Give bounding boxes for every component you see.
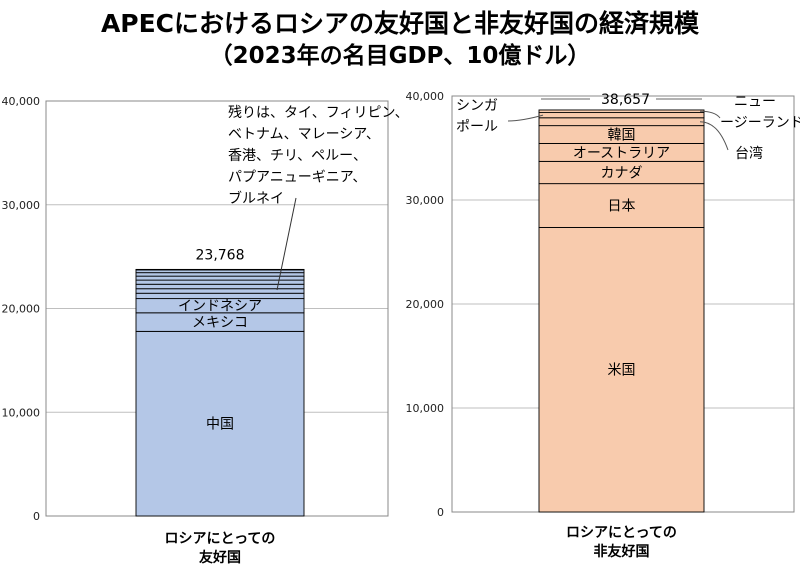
note-text: 香港、チリ、ペルー、 bbox=[228, 148, 367, 164]
x-category-label: 友好国 bbox=[199, 549, 241, 566]
x-category-label: 非友好国 bbox=[594, 543, 650, 560]
y-tick-label: 0 bbox=[33, 510, 40, 523]
callout-line-newzealand bbox=[699, 110, 721, 119]
bar-segment bbox=[135, 283, 305, 290]
x-category-label: ロシアにとっての bbox=[566, 525, 677, 541]
y-tick-label: 30,000 bbox=[2, 199, 41, 212]
callout-line-taiwan bbox=[699, 121, 729, 151]
chart-title: APECにおけるロシアの友好国と非友好国の経済規模 bbox=[100, 9, 700, 38]
note-text: ブルネイ bbox=[228, 190, 284, 207]
y-tick-label: 40,000 bbox=[2, 95, 41, 108]
callout-newzealand: ージーランド bbox=[720, 115, 800, 131]
note-text: 残りは、タイ、フィリピン、 bbox=[228, 105, 409, 121]
bar-segment bbox=[135, 272, 305, 277]
bar-segment bbox=[538, 109, 705, 114]
bar-segment bbox=[538, 112, 705, 119]
segment-label: オーストラリア bbox=[573, 145, 670, 161]
segment-label: 中国 bbox=[206, 417, 234, 433]
segment-label: 日本 bbox=[608, 199, 636, 215]
bar-segment bbox=[135, 330, 305, 517]
note-text: パプアニューギニア、 bbox=[228, 170, 366, 186]
segment-label: 韓国 bbox=[608, 128, 636, 144]
y-tick-label: 30,000 bbox=[406, 194, 445, 207]
leader-line bbox=[276, 197, 297, 291]
y-tick-label: 10,000 bbox=[406, 402, 445, 415]
y-tick-label: 10,000 bbox=[2, 406, 41, 419]
segment-label: 米国 bbox=[608, 363, 636, 379]
callout-taiwan: 台湾 bbox=[735, 145, 763, 162]
x-category-label: ロシアにとっての bbox=[165, 531, 276, 547]
bar-segment bbox=[538, 183, 705, 228]
callout-line-singapore bbox=[507, 114, 544, 122]
callout-singapore: ポール bbox=[456, 119, 498, 135]
callout-singapore: シンガ bbox=[456, 98, 498, 114]
callout-newzealand: ニュー bbox=[734, 94, 776, 110]
bar-segment bbox=[538, 226, 705, 513]
total-value-label: 38,657 bbox=[601, 92, 650, 108]
y-tick-label: 40,000 bbox=[406, 90, 445, 103]
bar-segment bbox=[135, 292, 305, 300]
segment-label: メキシコ bbox=[192, 315, 248, 331]
y-tick-label: 20,000 bbox=[2, 303, 41, 316]
note-text: ベトナム、マレーシア、 bbox=[228, 127, 380, 143]
segment-label: カナダ bbox=[601, 166, 643, 182]
bar-segment bbox=[538, 117, 705, 127]
y-tick-label: 0 bbox=[437, 506, 444, 519]
chart-subtitle: （2023年の名目GDP、10億ドル） bbox=[209, 43, 591, 69]
y-tick-label: 20,000 bbox=[406, 298, 445, 311]
bar-segment bbox=[135, 288, 305, 294]
segment-label: インドネシア bbox=[178, 299, 262, 315]
total-value-label: 23,768 bbox=[196, 247, 245, 263]
